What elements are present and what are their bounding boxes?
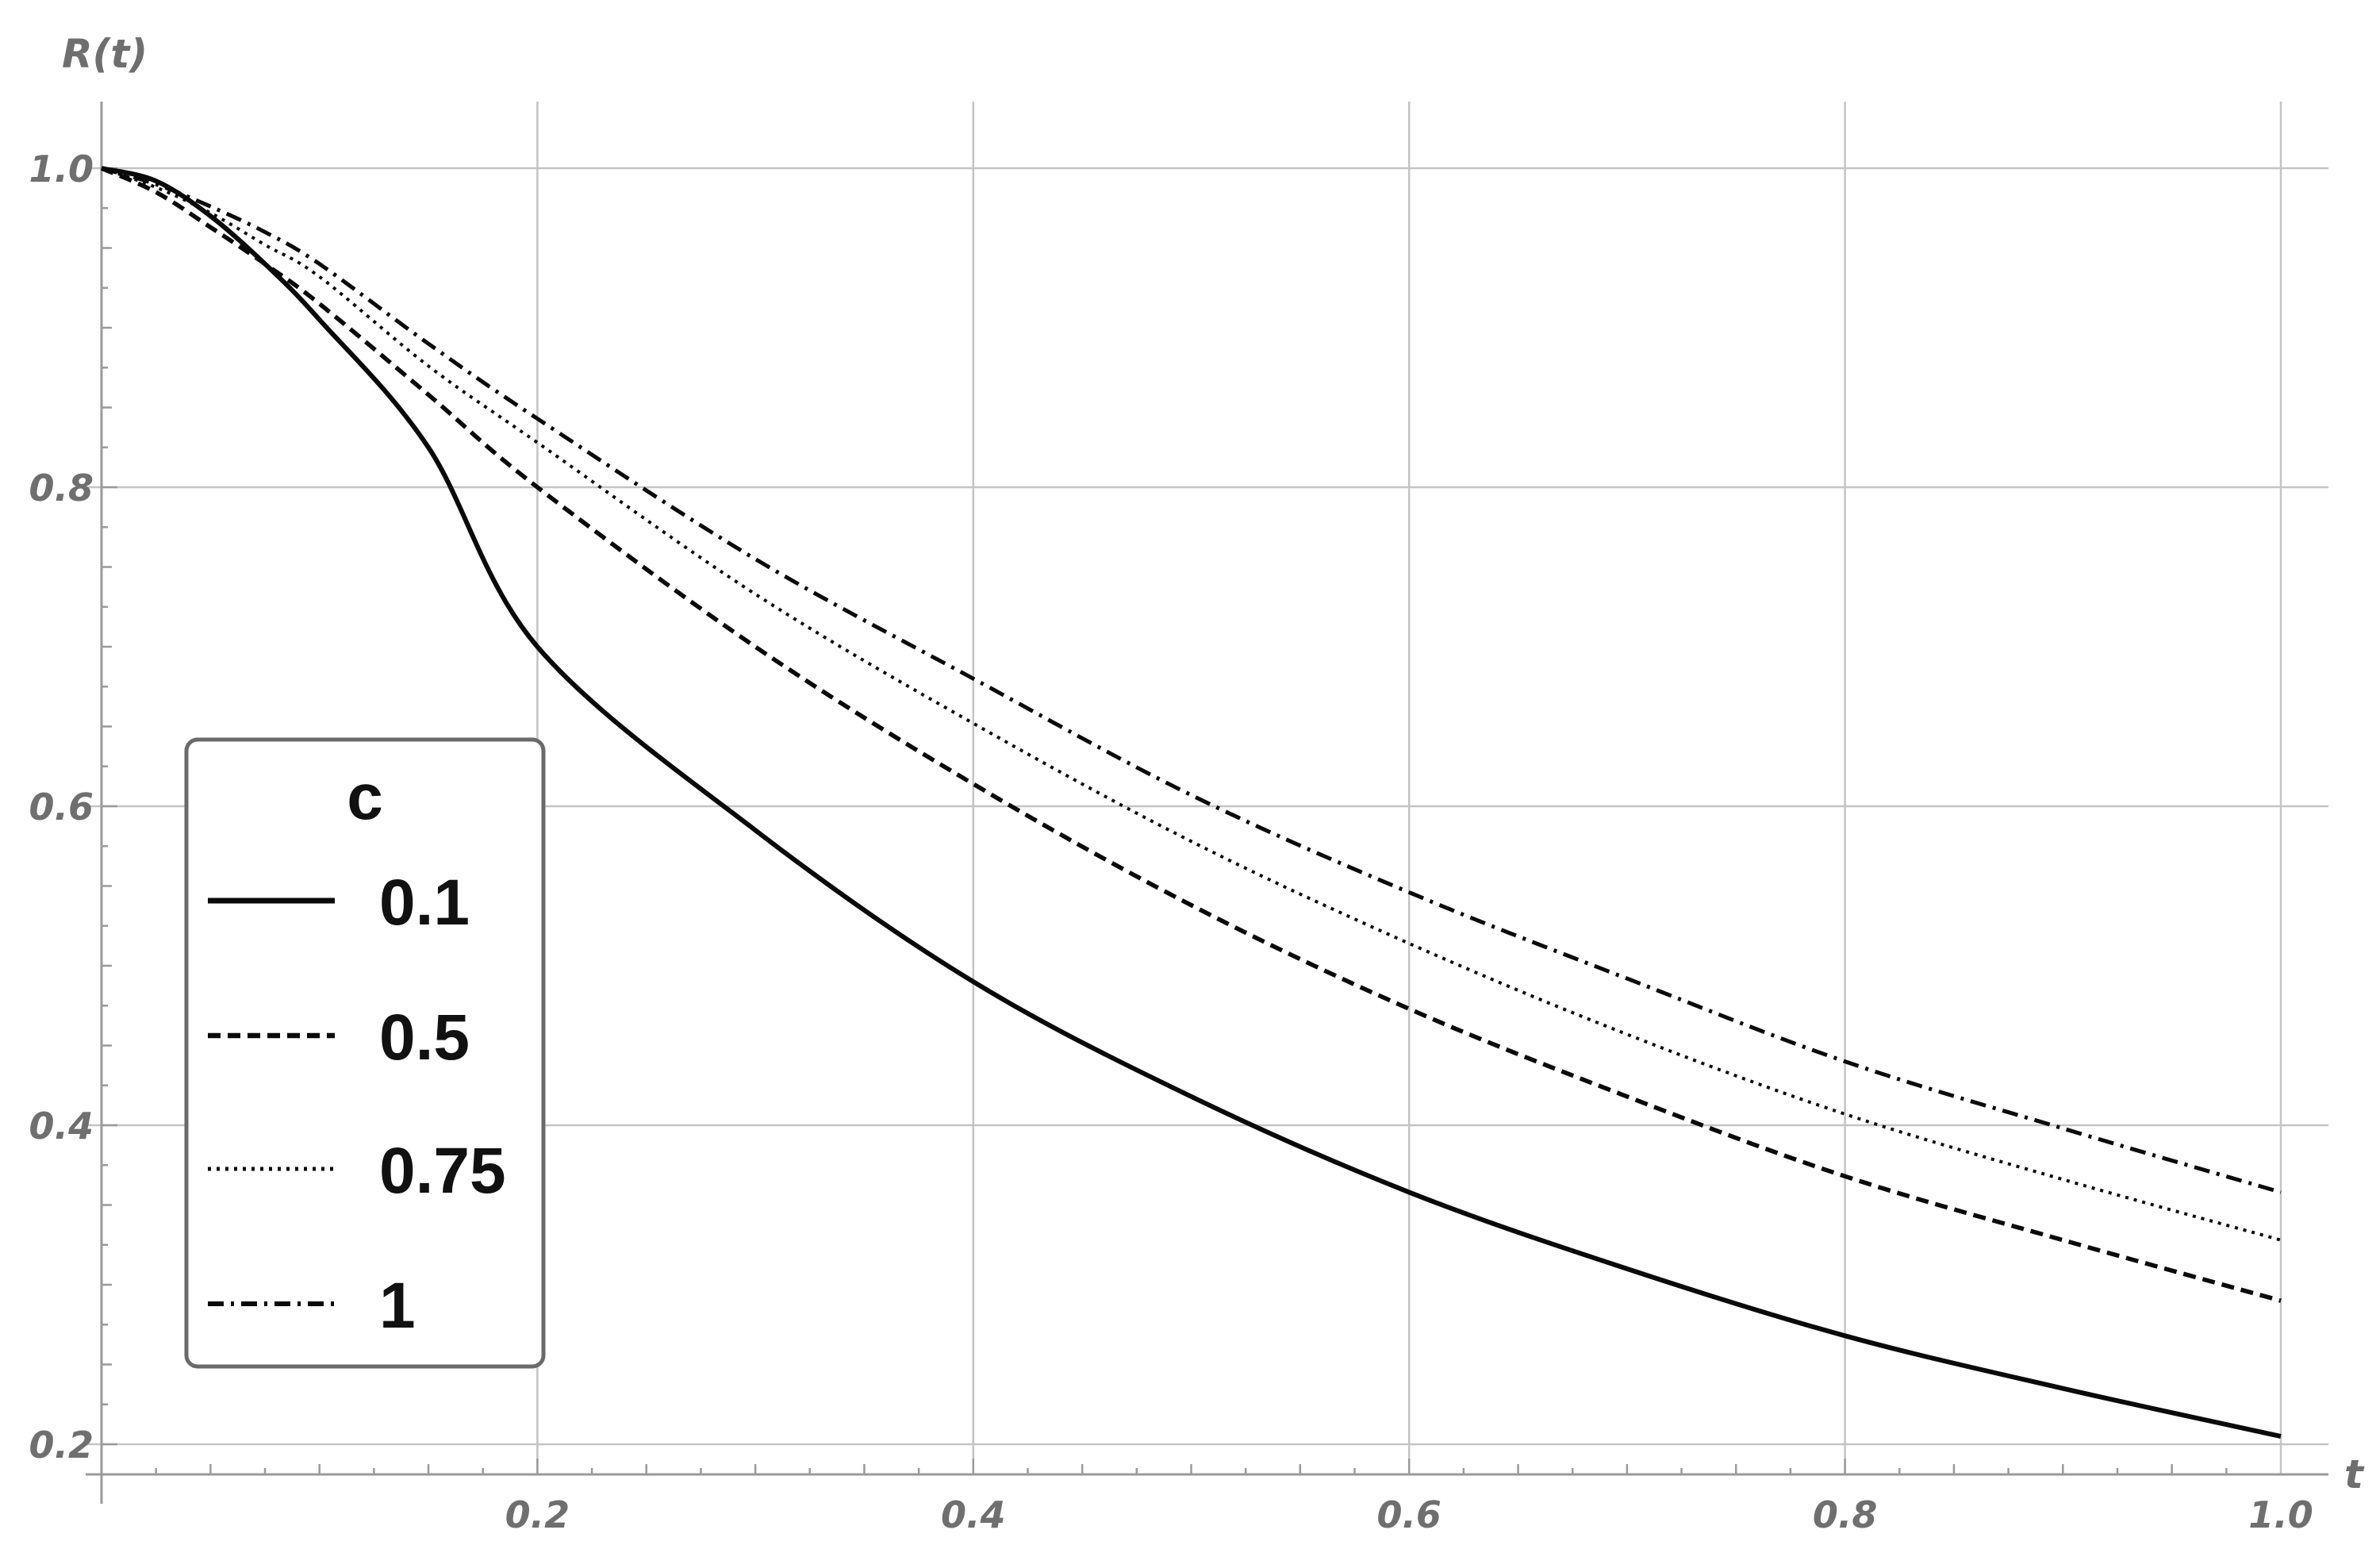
y-tick-label: 0.2 xyxy=(29,1424,94,1466)
y-tick-label: 0.6 xyxy=(29,786,94,828)
series-line-solid xyxy=(101,166,2282,1439)
legend-title: c xyxy=(347,761,383,833)
x-tick-label: 0.6 xyxy=(1376,1493,1441,1536)
y-tick-label: 0.8 xyxy=(29,467,94,509)
y-tick-label: 1.0 xyxy=(29,148,94,190)
legend-box xyxy=(184,737,546,1369)
x-tick-label: 0.2 xyxy=(505,1493,570,1536)
series-line-dashed xyxy=(100,166,2282,1303)
x-tick-label: 0.4 xyxy=(941,1493,1006,1536)
legend-label: 0.5 xyxy=(379,1001,470,1074)
x-axis-title: t xyxy=(2344,1451,2365,1497)
ticks: 0.2 0.4 0.6 0.8 1.0 0.2 0.4 0.6 0.8 1.0 xyxy=(29,148,2313,1536)
legend-label: 0.75 xyxy=(379,1135,506,1207)
series-lines xyxy=(100,166,2282,1439)
legend-entries: 0.1 0.5 0.75 1 xyxy=(208,867,506,1342)
x-tick-label: 1.0 xyxy=(2248,1493,2313,1536)
y-axis-title: R(t) xyxy=(62,31,148,77)
series-line-dashdot xyxy=(101,166,2282,1194)
series-line-dotted xyxy=(101,167,2282,1242)
legend-label: 0.1 xyxy=(379,867,470,939)
y-tick-label: 0.4 xyxy=(29,1105,94,1147)
legend-label: 1 xyxy=(379,1270,416,1342)
legend: c 0.1 0.5 0.75 1 xyxy=(184,737,546,1369)
x-tick-label: 0.8 xyxy=(1813,1493,1878,1536)
